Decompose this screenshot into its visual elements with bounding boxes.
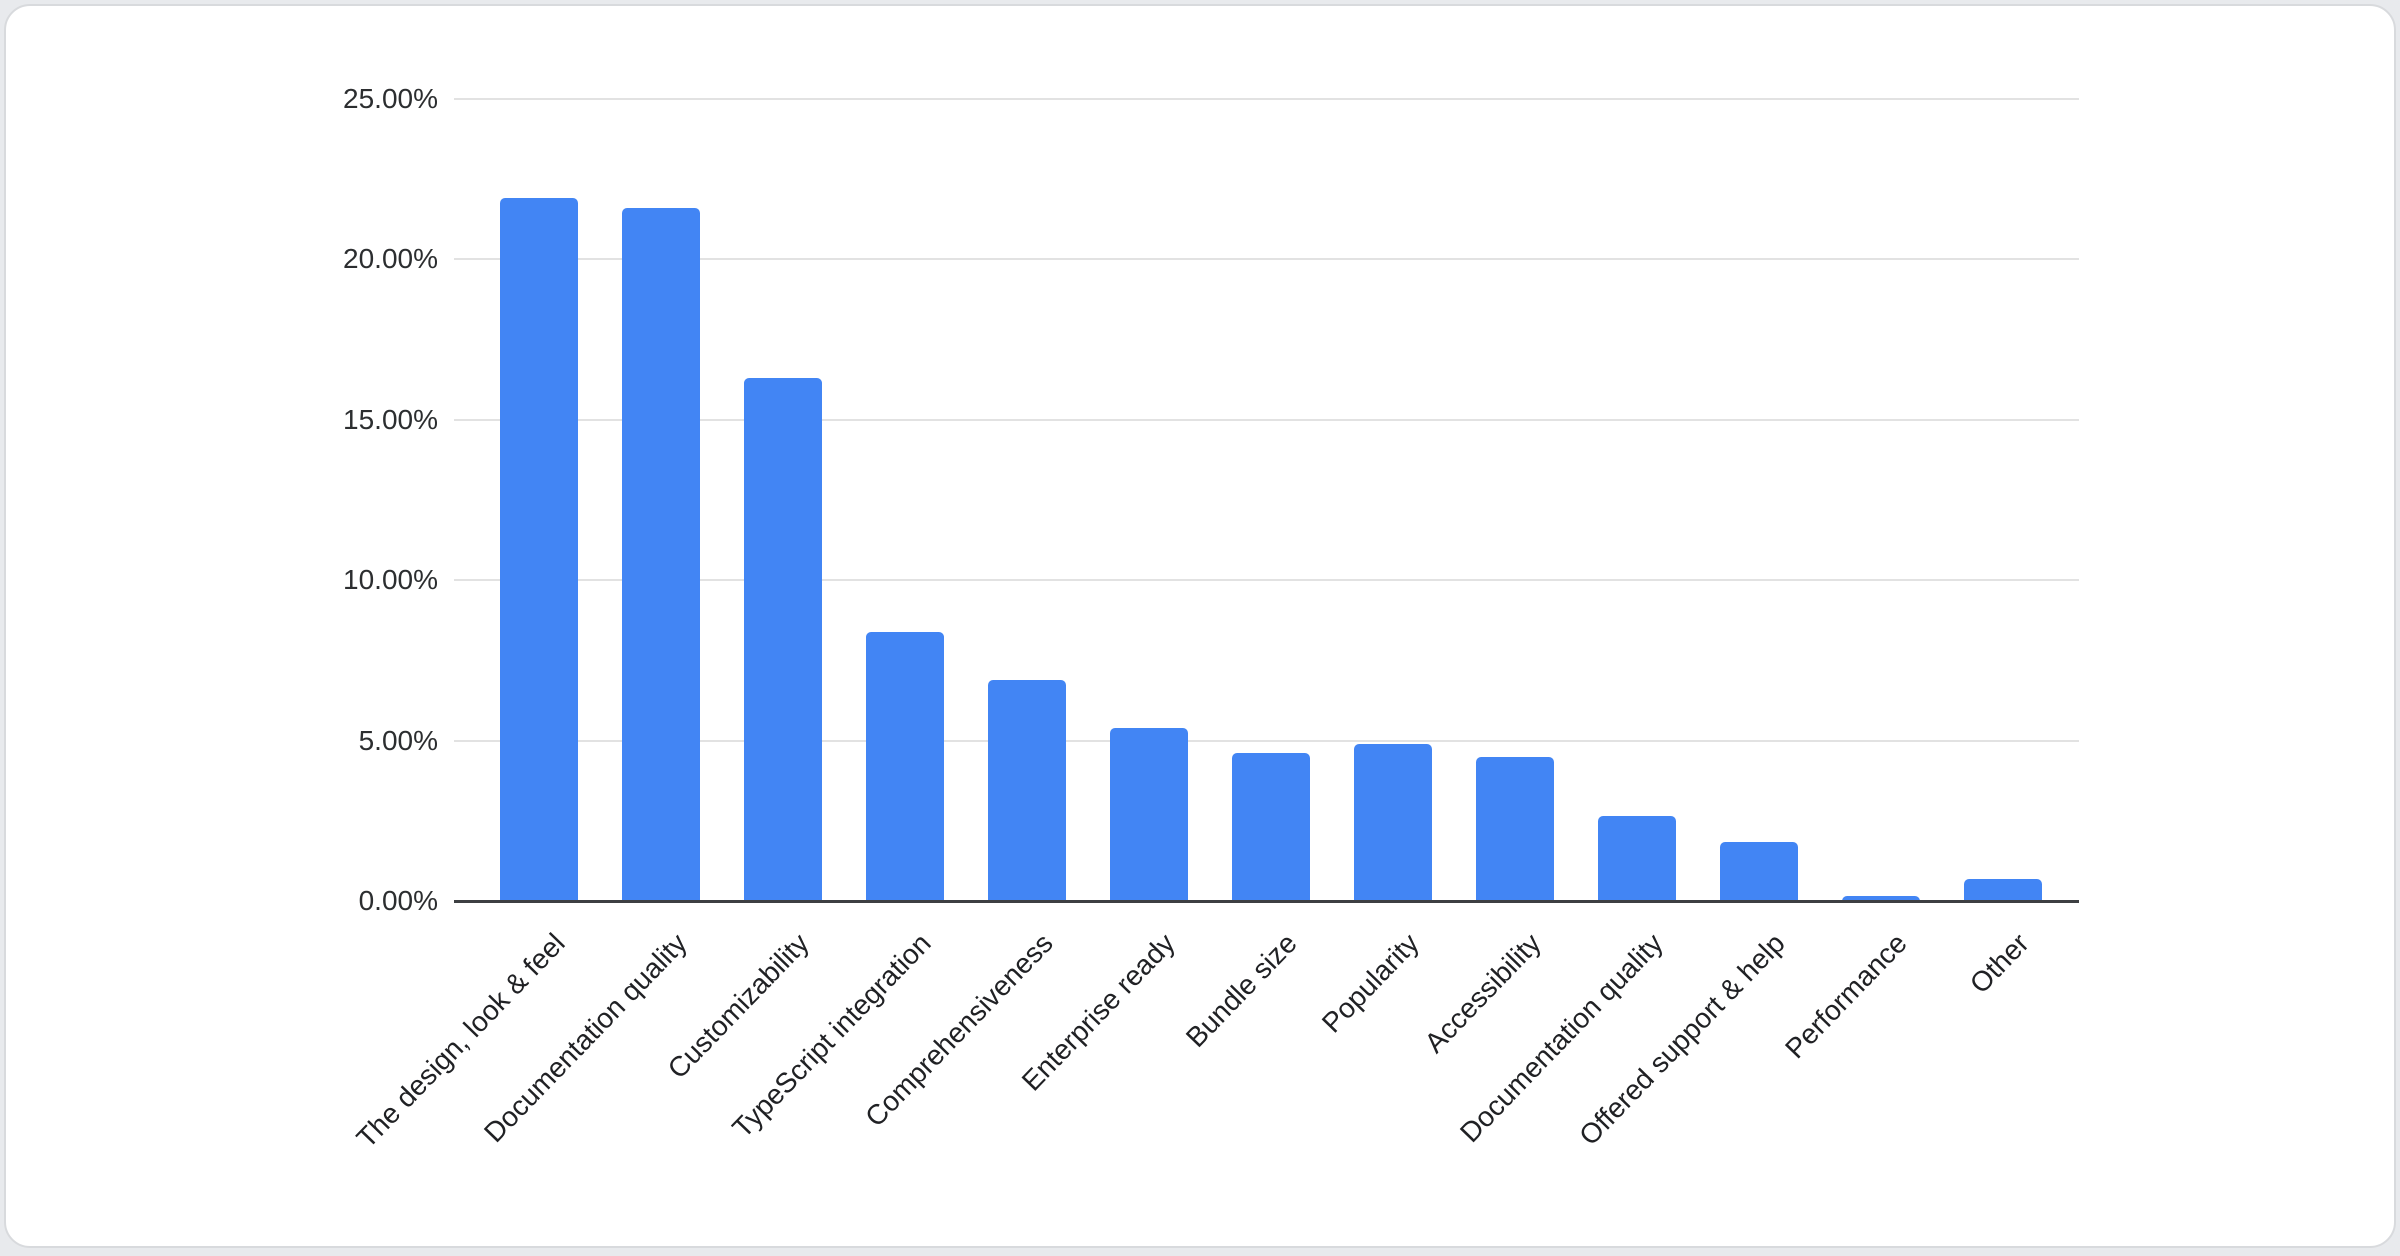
bar-typescript-integration[interactable] — [866, 632, 944, 901]
gridline — [454, 258, 2079, 261]
bar-comprehensiveness[interactable] — [988, 680, 1066, 901]
bar-other[interactable] — [1964, 879, 2042, 901]
bar-offered-support-help[interactable] — [1720, 842, 1798, 901]
bar-documentation-quality[interactable] — [1598, 816, 1676, 901]
bar-performance[interactable] — [1842, 896, 1920, 901]
bar-the-design-look-feel[interactable] — [500, 198, 578, 901]
gridline — [454, 98, 2079, 100]
bar-customizability[interactable] — [744, 378, 822, 901]
bar-bundle-size[interactable] — [1232, 753, 1310, 901]
y-axis-tick-label: 0.00% — [358, 885, 438, 916]
bar-accessibility[interactable] — [1476, 757, 1554, 901]
y-axis-tick-label: 5.00% — [358, 724, 438, 756]
chart-card: 0.00% 5.00% 10.00% 15.00% 20.00% 25.00% The de… — [4, 4, 2396, 1248]
bar-chart: 0.00% 5.00% 10.00% 15.00% 20.00% 25.00% The de… — [6, 6, 2394, 1246]
gridline — [454, 739, 2079, 742]
x-axis-line — [454, 900, 2079, 903]
gridline — [454, 418, 2079, 421]
y-axis-tick-label: 20.00% — [343, 243, 438, 275]
bar-documentation-quality[interactable] — [622, 208, 700, 901]
gridline — [454, 579, 2079, 582]
x-axis-category-label: Other — [1963, 927, 2035, 1000]
y-axis-tick-label: 10.00% — [343, 564, 438, 596]
bar-popularity[interactable] — [1354, 744, 1432, 901]
y-axis-tick-label: 25.00% — [343, 83, 438, 114]
y-axis-tick-label: 15.00% — [343, 403, 438, 435]
bar-enterprise-ready[interactable] — [1110, 728, 1188, 901]
